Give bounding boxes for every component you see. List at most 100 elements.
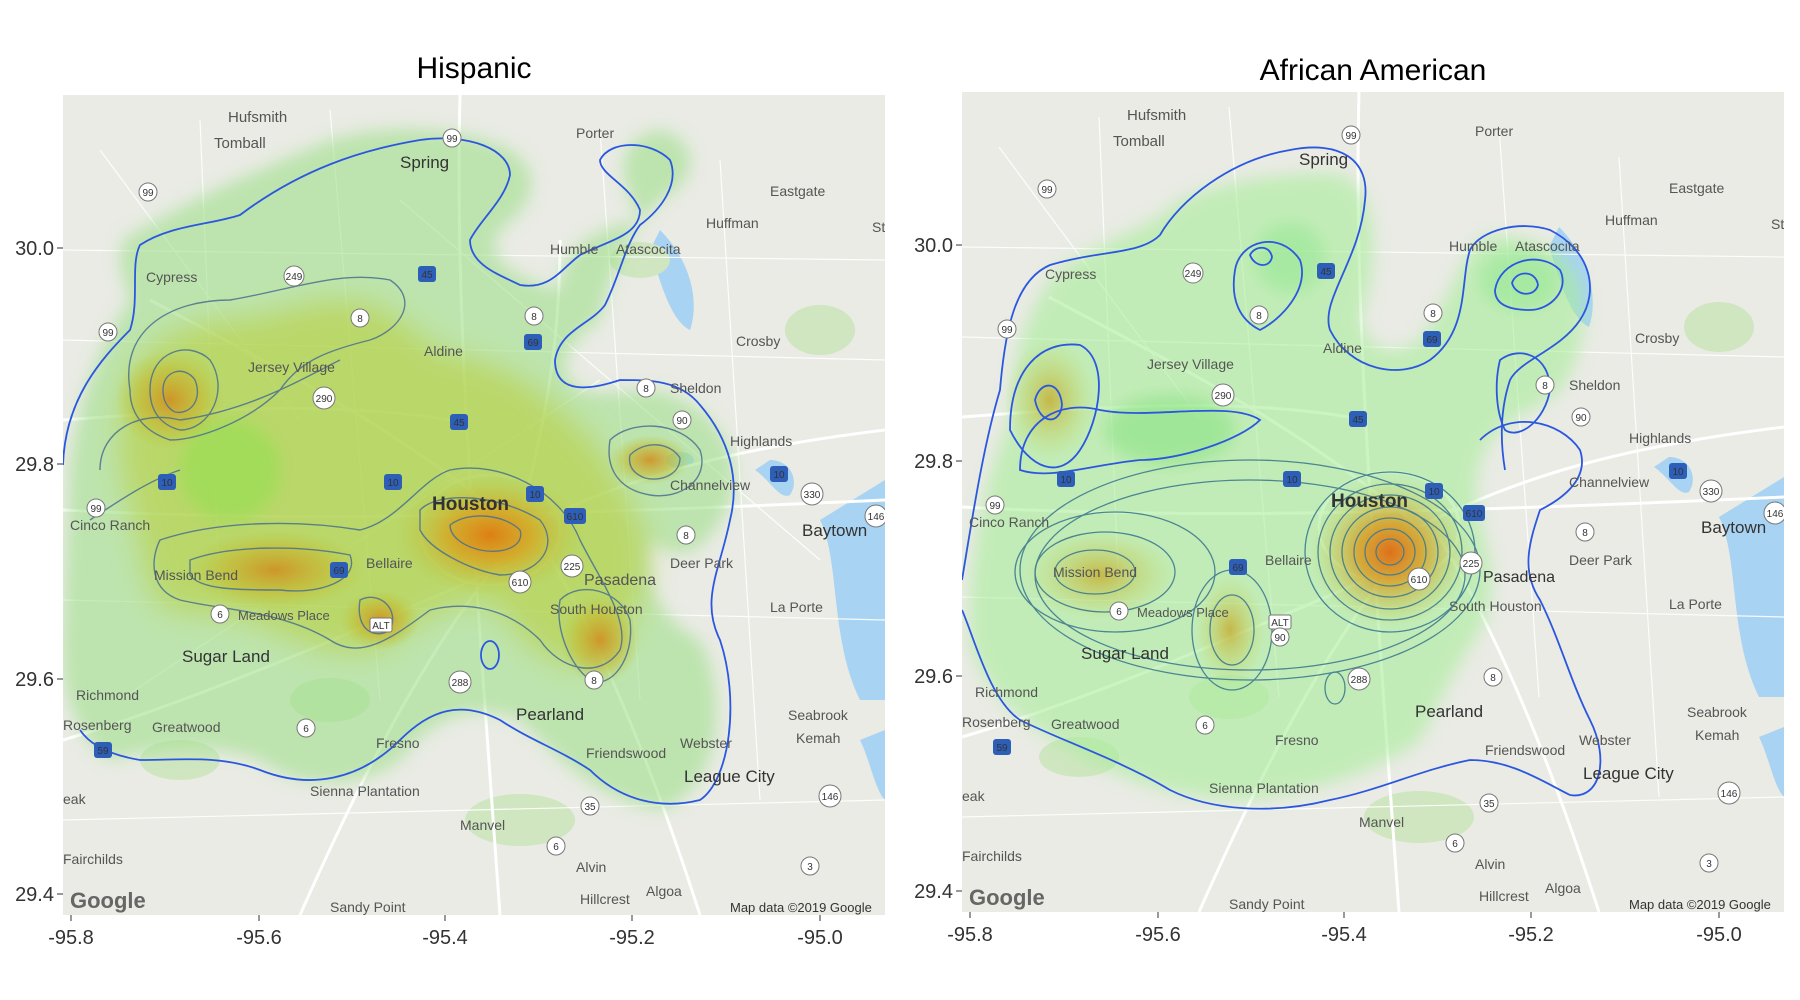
svg-text:99: 99 <box>1001 325 1013 336</box>
place-label: Seabrook <box>788 707 849 723</box>
x-tick-label: -95.0 <box>797 927 843 949</box>
place-label: Hillcrest <box>580 891 630 907</box>
highway-shield-icon: 99 <box>138 182 158 202</box>
svg-text:6: 6 <box>217 610 223 621</box>
svg-text:35: 35 <box>584 802 596 813</box>
place-label: Rosenberg <box>63 717 132 733</box>
place-label: Channelview <box>1569 474 1650 490</box>
place-label: Sandy Point <box>330 899 406 915</box>
highway-shield-icon: 10 <box>1425 483 1443 499</box>
place-label: Pearland <box>1415 702 1483 721</box>
svg-text:3: 3 <box>1706 859 1712 870</box>
x-tick-label: -95.2 <box>1508 924 1554 946</box>
highway-shield-icon: 69 <box>524 334 542 350</box>
highway-shield-icon: 146 <box>1717 781 1741 805</box>
x-tick-label: -95.6 <box>236 927 282 949</box>
place-label: Crosby <box>736 333 780 349</box>
svg-text:10: 10 <box>1286 475 1298 486</box>
place-label: Bellaire <box>1265 552 1312 568</box>
y-axis: 30.0 29.8 29.6 29.4 <box>15 238 63 906</box>
map-hispanic[interactable]: Hufsmith Tomball Porter Spring Eastgate … <box>63 95 887 915</box>
highway-shield-icon: 146 <box>864 504 885 528</box>
svg-text:6: 6 <box>303 724 309 735</box>
place-label: Humble <box>1449 238 1497 254</box>
outer-contour-island <box>480 640 500 670</box>
svg-text:ALT: ALT <box>1271 618 1289 629</box>
svg-text:8: 8 <box>1542 381 1548 392</box>
highway-shield-icon: 330 <box>1699 479 1723 503</box>
place-label: Jersey Village <box>1147 356 1234 372</box>
hotspot <box>395 475 585 595</box>
x-tick-label: -95.6 <box>1135 924 1181 946</box>
svg-text:45: 45 <box>1352 415 1364 426</box>
place-label: Manvel <box>460 817 505 833</box>
highway-shield-icon: 225 <box>560 554 584 578</box>
svg-text:99: 99 <box>102 328 114 339</box>
place-label: La Porte <box>1669 596 1722 612</box>
highway-shield-icon: 146 <box>818 784 842 808</box>
highway-shield-icon: 59 <box>993 739 1011 755</box>
svg-text:249: 249 <box>1185 269 1202 280</box>
green-pocket <box>1480 250 1560 310</box>
svg-text:10: 10 <box>161 478 173 489</box>
highway-shield-icon: 90 <box>1571 407 1591 427</box>
place-label: Atascocita <box>1515 238 1580 254</box>
svg-text:6: 6 <box>1116 607 1122 618</box>
svg-text:8: 8 <box>1430 309 1436 320</box>
density-base <box>970 173 1584 800</box>
hotspot <box>1310 477 1470 627</box>
svg-text:330: 330 <box>1703 487 1720 498</box>
map-african-american[interactable]: Hufsmith Tomball Porter Spring Eastgate … <box>962 92 1786 912</box>
highway-shield-icon: 99 <box>985 495 1005 515</box>
svg-text:610: 610 <box>567 512 584 523</box>
place-label: Friendswood <box>586 745 666 761</box>
highway-shield-icon: 610 <box>1407 567 1431 591</box>
place-label: Fairchilds <box>962 848 1022 864</box>
highway-shield-icon: 6 <box>1109 601 1129 621</box>
svg-text:8: 8 <box>591 676 597 687</box>
highway-shield-icon: 90 <box>672 410 692 430</box>
place-label: Hufsmith <box>1127 107 1186 124</box>
place-label: Eastgate <box>770 183 825 199</box>
y-tick-label: 30.0 <box>15 238 54 260</box>
place-label: Meadows Place <box>238 608 330 623</box>
highway-shield-icon: 8 <box>1423 303 1443 323</box>
panel-hispanic: Hispanic <box>15 52 887 949</box>
place-label: Hufsmith <box>228 109 287 126</box>
place-label: Tomball <box>214 135 266 152</box>
highway-shield-icon: 69 <box>1229 559 1247 575</box>
highway-shield-icon: 8 <box>1535 375 1555 395</box>
highway-shield-icon: 6 <box>1445 833 1465 853</box>
place-label: Algoa <box>646 883 682 899</box>
highway-shield-icon: 3 <box>1699 853 1719 873</box>
highway-shield-icon: 8 <box>350 308 370 328</box>
svg-text:610: 610 <box>1411 575 1428 586</box>
density-surface-african-american <box>970 173 1584 800</box>
svg-text:10: 10 <box>1060 475 1072 486</box>
y-tick-label: 29.4 <box>914 881 953 903</box>
place-label: Aldine <box>424 343 463 359</box>
place-label: South Houston <box>550 601 643 617</box>
hotspot <box>560 595 640 685</box>
highway-shield-icon: 6 <box>296 718 316 738</box>
svg-text:45: 45 <box>1320 267 1332 278</box>
x-tick-label: -95.8 <box>48 927 94 949</box>
place-label: Baytown <box>802 521 867 540</box>
panel-african-american: African American <box>914 54 1786 946</box>
svg-text:45: 45 <box>421 270 433 281</box>
svg-text:69: 69 <box>333 566 345 577</box>
map-attribution: Map data ©2019 Google <box>1629 897 1771 912</box>
place-label: Channelview <box>670 477 751 493</box>
place-label: Kemah <box>1695 727 1739 743</box>
svg-text:610: 610 <box>1466 509 1483 520</box>
place-labels: Hufsmith Tomball Porter Spring Eastgate … <box>962 107 1784 912</box>
place-label: Seabrook <box>1687 704 1748 720</box>
place-label: League City <box>1583 764 1674 783</box>
highway-shield-icon: 3 <box>800 856 820 876</box>
highway-shield-icon: 10 <box>1669 463 1687 479</box>
place-label: Greatwood <box>1051 716 1119 732</box>
highway-shield-icon: 8 <box>524 306 544 326</box>
highway-shield-icon: 8 <box>636 378 656 398</box>
y-tick-label: 29.8 <box>914 451 953 473</box>
